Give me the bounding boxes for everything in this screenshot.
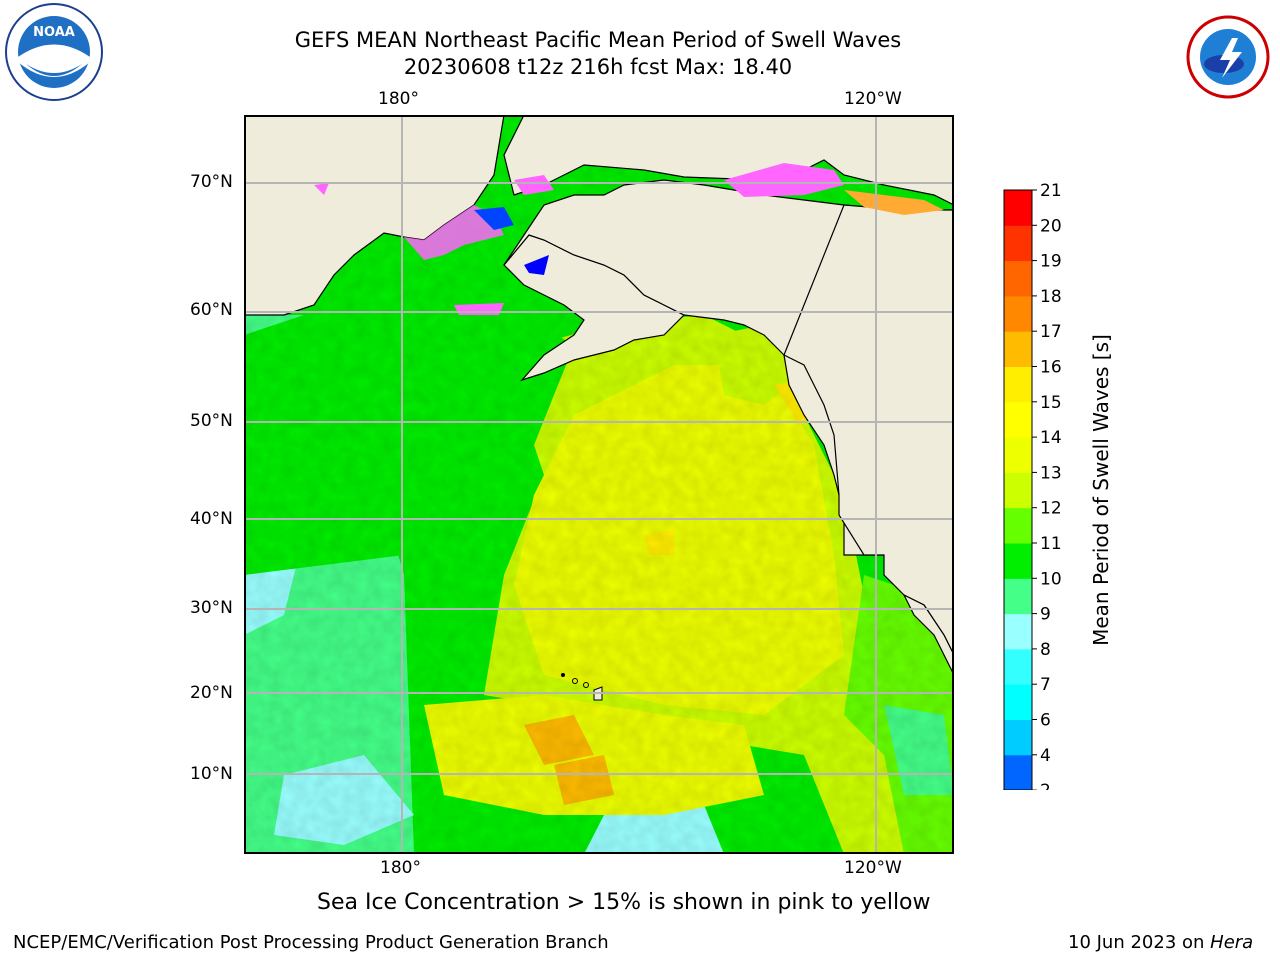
chart-subtitle: 20230608 t12z 216h fcst Max: 18.40 xyxy=(403,55,793,79)
colorbar-segment xyxy=(1004,719,1032,756)
lat-label-10n: 10°N xyxy=(190,764,233,784)
footer-credit: NCEP/EMC/Verification Post Processing Pr… xyxy=(13,932,609,953)
colorbar-tick-label: 18 xyxy=(1040,287,1062,307)
lat-label-70n: 70°N xyxy=(190,172,233,192)
lon-label-top-180: 180° xyxy=(378,89,419,109)
colorbar-tick-label: 11 xyxy=(1040,534,1062,554)
colorbar-segment xyxy=(1004,684,1032,720)
colorbar-tick-label: 2 xyxy=(1040,781,1051,790)
colorbar-segment xyxy=(1004,578,1032,615)
colorbar-segment xyxy=(1004,295,1032,332)
noaa-logo: NOAA xyxy=(4,2,104,106)
colorbar-segment xyxy=(1004,366,1032,403)
colorbar-segment xyxy=(1004,472,1032,509)
colorbar-tick-label: 12 xyxy=(1040,499,1062,519)
colorbar-segment xyxy=(1004,331,1032,367)
lat-label-60n: 60°N xyxy=(190,300,233,320)
lat-label-40n: 40°N xyxy=(190,509,233,529)
colorbar-segment xyxy=(1004,190,1032,226)
map-border xyxy=(244,115,954,854)
colorbar-tick-label: 7 xyxy=(1040,675,1051,695)
colorbar-tick-label: 19 xyxy=(1040,252,1062,272)
colorbar-tick-label: 10 xyxy=(1040,569,1062,589)
lat-label-20n: 20°N xyxy=(190,683,233,703)
nws-logo xyxy=(1180,14,1276,104)
colorbar-segment xyxy=(1004,437,1032,473)
land-mask xyxy=(243,114,955,701)
colorbar-label: Mean Period of Swell Waves [s] xyxy=(1089,334,1113,646)
colorbar-segment xyxy=(1004,225,1032,262)
colorbar-tick-label: 6 xyxy=(1040,711,1051,731)
colorbar-segment xyxy=(1004,648,1032,685)
footer-date-text: 10 Jun 2023 on xyxy=(1068,932,1205,953)
lon-label-bottom-180: 180° xyxy=(380,858,421,878)
lat-label-30n: 30°N xyxy=(190,598,233,618)
footer-machine: Hera xyxy=(1210,932,1254,953)
swell-period-map xyxy=(243,114,955,858)
colorbar-tick-label: 21 xyxy=(1040,181,1062,201)
colorbar-segment xyxy=(1004,401,1032,438)
colorbar-tick-label: 8 xyxy=(1040,640,1051,660)
colorbar-tick-label: 15 xyxy=(1040,393,1062,413)
sea-ice-note: Sea Ice Concentration > 15% is shown in … xyxy=(317,890,931,915)
chart-title: GEFS MEAN Northeast Pacific Mean Period … xyxy=(294,28,902,52)
colorbar-segment xyxy=(1004,754,1032,791)
footer-date: 10 Jun 2023 on Hera xyxy=(1068,932,1253,953)
colorbar-tick-label: 14 xyxy=(1040,428,1062,448)
colorbar-tick-label: 16 xyxy=(1040,358,1062,378)
lat-label-50n: 50°N xyxy=(190,411,233,431)
graticule xyxy=(244,115,954,854)
lon-label-top-120w: 120°W xyxy=(844,89,902,109)
colorbar-segment xyxy=(1004,613,1032,650)
colorbar: 2 4 6 7 8 9 10 11 12 13 14 15 16 17 18 19 20 21 Mean Perio… xyxy=(996,180,1136,820)
colorbar-segment xyxy=(1004,507,1032,544)
colorbar-segment xyxy=(1004,543,1032,579)
colorbar-tick-label: 9 xyxy=(1040,605,1051,625)
colorbar-tick-label: 4 xyxy=(1040,746,1051,766)
colorbar-segment xyxy=(1004,260,1032,297)
colorbar-tick-label: 20 xyxy=(1040,216,1062,236)
colorbar-tick-label: 17 xyxy=(1040,322,1062,342)
colorbar-tick-label: 13 xyxy=(1040,463,1062,483)
noaa-logo-text: NOAA xyxy=(33,25,75,40)
lon-label-bottom-120w: 120°W xyxy=(844,858,902,878)
